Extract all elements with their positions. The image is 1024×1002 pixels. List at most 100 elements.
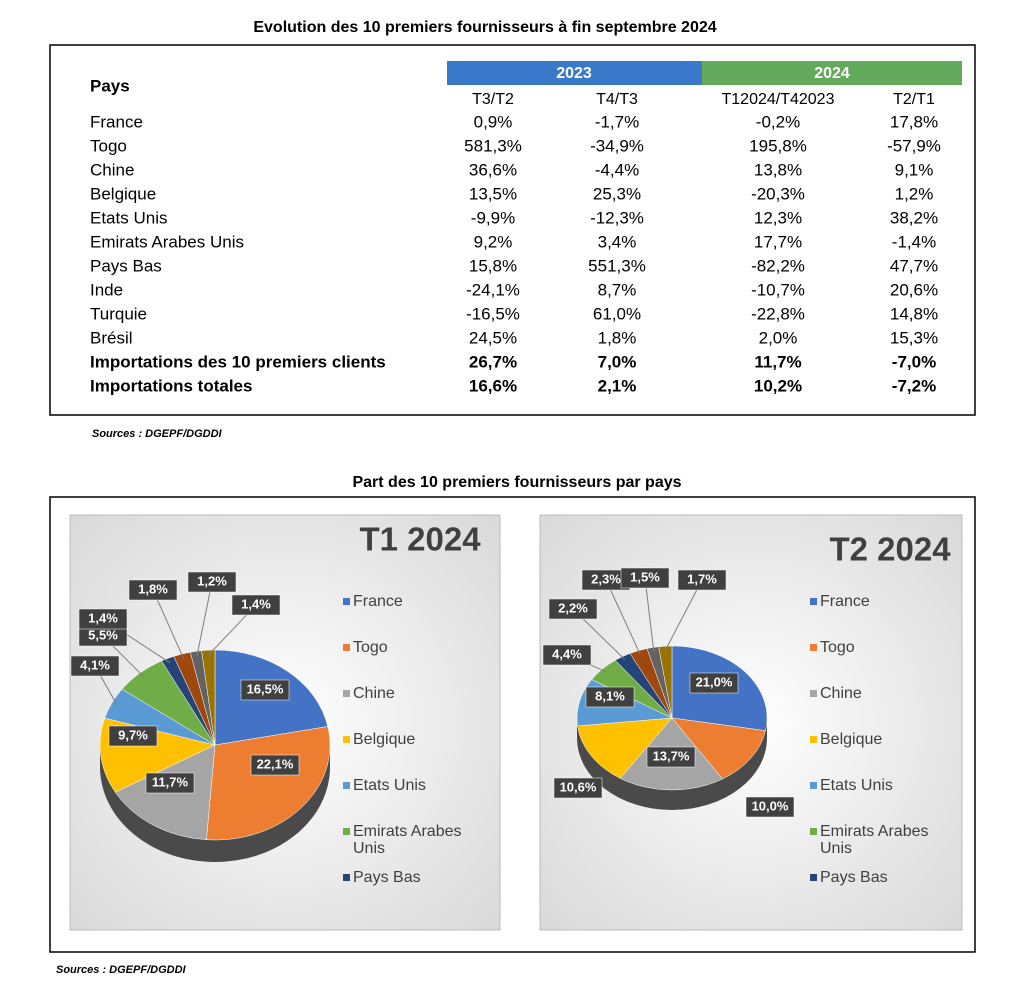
legend-swatch: [810, 874, 817, 881]
chart-title: T2 2024: [829, 531, 951, 568]
value-label: 1,2%: [197, 573, 227, 588]
legend-swatch: [343, 644, 350, 651]
table-cell: -1,4%: [892, 232, 936, 251]
table-cell: -20,3%: [751, 184, 805, 203]
label-box: [70, 655, 120, 677]
table-cell: 16,6%: [469, 376, 517, 395]
table-cell: -4,4%: [595, 160, 639, 179]
legend-label: Pays Bas: [820, 869, 888, 886]
legend-swatch: [343, 782, 350, 789]
row-label: Importations totales: [90, 376, 252, 395]
row-label: Emirats Arabes Unis: [90, 232, 244, 251]
label-box: [548, 598, 598, 620]
leader-line: [665, 579, 703, 651]
legend-swatch: [810, 644, 817, 651]
table-cell: 9,2%: [474, 232, 513, 251]
chart-section-title: Part des 10 premiers fournisseurs par pa…: [352, 474, 681, 491]
table-cell: 47,7%: [890, 256, 938, 275]
leader-line: [644, 577, 655, 652]
value-label: 1,5%: [630, 569, 660, 584]
legend-swatch: [343, 736, 350, 743]
label-box: [240, 679, 290, 701]
table-cell: 551,3%: [588, 256, 646, 275]
legend-label: Belgique: [820, 731, 882, 748]
value-label: 16,5%: [247, 681, 284, 696]
value-label: 4,1%: [80, 657, 110, 672]
legend-swatch: [343, 828, 350, 835]
value-label: 10,6%: [560, 779, 597, 794]
pie-slice: [201, 649, 216, 746]
source: Sources : DGEPF/DGDDI: [92, 428, 223, 440]
table-cell: 9,1%: [895, 160, 934, 179]
legend-label: Chine: [820, 685, 862, 702]
table-title: Evolution des 10 premiers fournisseurs à…: [253, 19, 716, 36]
table-cell: -16,5%: [466, 304, 520, 323]
legend-label: Togo: [353, 639, 388, 656]
value-label: 9,7%: [118, 727, 148, 742]
value-label: 2,2%: [558, 600, 588, 615]
source: Sources : DGEPF/DGDDI: [56, 964, 187, 976]
label-box: [108, 725, 158, 747]
legend-label: Etats Unis: [820, 777, 893, 794]
label-box: [542, 644, 592, 666]
table-cell: 25,3%: [593, 184, 641, 203]
label-box: [187, 571, 237, 593]
table-cell: -82,2%: [751, 256, 805, 275]
legend-label: Emirats Arabes Unis: [820, 823, 928, 857]
label-box: [745, 796, 795, 818]
value-label: 4,4%: [552, 646, 582, 661]
table-cell: -12,3%: [590, 208, 644, 227]
group-label: 2023: [556, 65, 592, 82]
value-label: 5,5%: [88, 627, 118, 642]
row-label: Importations des 10 premiers clients: [90, 352, 386, 371]
value-label: 10,0%: [752, 798, 789, 813]
label-box: [145, 772, 195, 794]
label-box: [677, 569, 727, 591]
table-cell: -57,9%: [887, 136, 941, 155]
column-header: T3/T2: [472, 91, 514, 108]
table-cell: 10,2%: [754, 376, 802, 395]
charts: T1 2024 16,5% 22,1% 11,7% 9,7% 4,1% 5,5% 1,4% 1,…: [70, 521, 951, 886]
label-box: [553, 777, 603, 799]
table-cell: 7,0%: [598, 352, 637, 371]
table-cell: -34,9%: [590, 136, 644, 155]
table-cell: -7,2%: [892, 376, 936, 395]
row-label: Etats Unis: [90, 208, 167, 227]
value-label: 2,3%: [591, 571, 621, 586]
table-cell: 12,3%: [754, 208, 802, 227]
value-label: 8,1%: [595, 688, 625, 703]
value-label: 11,7%: [152, 774, 189, 789]
table-cell: 17,7%: [754, 232, 802, 251]
value-label: 1,7%: [687, 571, 717, 586]
legend-label: Belgique: [353, 731, 415, 748]
column-header: Pays: [90, 76, 130, 95]
leader-line: [605, 579, 641, 655]
label-box: [585, 686, 635, 708]
group-band: [447, 61, 702, 85]
table-cell: 15,3%: [890, 328, 938, 347]
table-cell: -7,0%: [892, 352, 936, 371]
label-box: [128, 579, 178, 601]
table-cell: 13,5%: [469, 184, 517, 203]
table-cell: 24,5%: [469, 328, 517, 347]
legend-label: Etats Unis: [353, 777, 426, 794]
column-header: T12024/T42023: [722, 91, 835, 108]
table-cell: 20,6%: [890, 280, 938, 299]
legend-swatch: [343, 598, 350, 605]
table-cell: 2,0%: [759, 328, 798, 347]
label-box: [646, 746, 696, 768]
legend-label: Emirats Arabes Unis: [353, 823, 461, 857]
leader-line: [152, 589, 185, 659]
row-label: Brésil: [90, 328, 133, 347]
legend-label: Togo: [820, 639, 855, 656]
value-label: 1,4%: [88, 610, 118, 625]
group-label: 2024: [814, 65, 850, 82]
legend-label: France: [820, 593, 870, 610]
chart-frame: [49, 496, 976, 953]
label-box: [250, 754, 300, 776]
table-cell: 14,8%: [890, 304, 938, 323]
row-label: Belgique: [90, 184, 156, 203]
table-cell: 195,8%: [749, 136, 807, 155]
